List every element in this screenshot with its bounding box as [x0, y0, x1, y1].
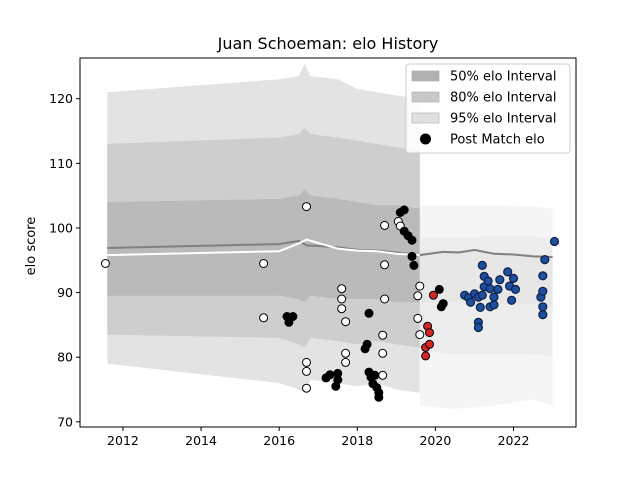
elo-point [341, 357, 351, 367]
elo-point [507, 295, 517, 305]
elo-point [378, 370, 388, 380]
post-match-elo-points [100, 202, 560, 402]
elo-point [489, 292, 499, 302]
legend: 50% elo Interval 80% elo Interval 95% elo … [405, 63, 571, 154]
elo-point [540, 255, 550, 265]
elo-point [331, 381, 341, 391]
plot-area-frame [79, 57, 577, 428]
elo-point [374, 392, 384, 402]
elo-point [475, 302, 485, 312]
elo-point [413, 313, 423, 323]
x-axis-ticks: 2012 2014 2016 2018 2020 2022 [107, 427, 529, 448]
elo-point [259, 259, 269, 268]
elo-point [337, 304, 347, 314]
legend-swatch [411, 70, 440, 82]
y-tick-label: 100 [49, 220, 73, 235]
elo-point [425, 339, 434, 349]
elo-point [425, 328, 434, 338]
x-tick-label: 2016 [263, 433, 295, 448]
y-axis-ticks: 70 80 90 100 110 120 [49, 91, 80, 429]
x-tick-label: 2012 [107, 433, 139, 448]
y-tick-label: 90 [57, 285, 73, 300]
y-tick-label: 110 [49, 156, 73, 171]
elo-point [380, 294, 390, 304]
elo-point [477, 290, 487, 300]
elo-point [341, 348, 351, 358]
elo-point [378, 348, 388, 358]
elo-point [100, 259, 110, 268]
elo-point [302, 202, 311, 212]
elo-point [399, 205, 409, 215]
elo-point [341, 317, 351, 327]
elo-point [473, 322, 483, 333]
elo-point [337, 284, 347, 294]
legend-label: 95% elo Interval [450, 112, 557, 127]
elo-point [489, 300, 499, 310]
elo-point [259, 313, 269, 323]
elo-point [495, 275, 505, 285]
y-tick-label: 120 [49, 91, 73, 106]
elo-point [415, 330, 425, 340]
elo-point [337, 294, 347, 304]
elo-lines [107, 238, 553, 258]
elo-point [538, 286, 548, 296]
legend-marker [420, 133, 431, 145]
elo-point [434, 284, 444, 294]
elo-point [428, 290, 438, 300]
elo-point [538, 310, 548, 320]
elo-point [325, 370, 335, 380]
y-axis-label: elo score [24, 217, 39, 276]
elo-point [477, 260, 487, 270]
median-elo-line [107, 238, 420, 257]
elo-point [380, 260, 390, 270]
elo-point [421, 351, 431, 361]
elo-point [549, 236, 560, 247]
elo-point [413, 291, 423, 301]
elo-point [415, 281, 425, 291]
elo-point [508, 273, 519, 283]
elo-point [302, 357, 311, 367]
legend-box [405, 63, 571, 154]
x-tick-label: 2014 [185, 433, 217, 448]
y-tick-label: 80 [57, 350, 73, 365]
elo-point [538, 271, 548, 281]
legend-swatch [411, 112, 440, 124]
x-tick-label: 2022 [498, 433, 530, 448]
elo-point [380, 220, 390, 230]
elo-point [362, 339, 372, 349]
elo-point [409, 260, 419, 270]
elo-point [370, 370, 380, 380]
elo-point [302, 366, 311, 376]
chart-title: Juan Schoeman: elo History [217, 34, 439, 53]
elo-point [493, 284, 503, 294]
elo-point [302, 383, 311, 393]
elo-point [364, 308, 374, 318]
x-tick-label: 2018 [341, 433, 373, 448]
elo-point [485, 284, 495, 294]
elo-point [503, 267, 513, 277]
elo-point [510, 284, 521, 294]
elo-point [438, 299, 448, 309]
x-tick-label: 2020 [419, 433, 451, 448]
elo-point [483, 276, 493, 286]
elo-point [378, 330, 388, 340]
legend-label: Post Match elo [450, 133, 545, 148]
elo-point [466, 297, 476, 307]
elo-point [538, 302, 548, 312]
legend-label: 50% elo Interval [450, 70, 557, 85]
y-tick-label: 70 [57, 414, 73, 429]
legend-swatch [411, 91, 440, 103]
elo-point [288, 312, 298, 321]
elo-point [407, 251, 417, 261]
elo-point [407, 235, 417, 245]
legend-label: 80% elo Interval [450, 91, 557, 106]
band-p50 [107, 189, 420, 303]
